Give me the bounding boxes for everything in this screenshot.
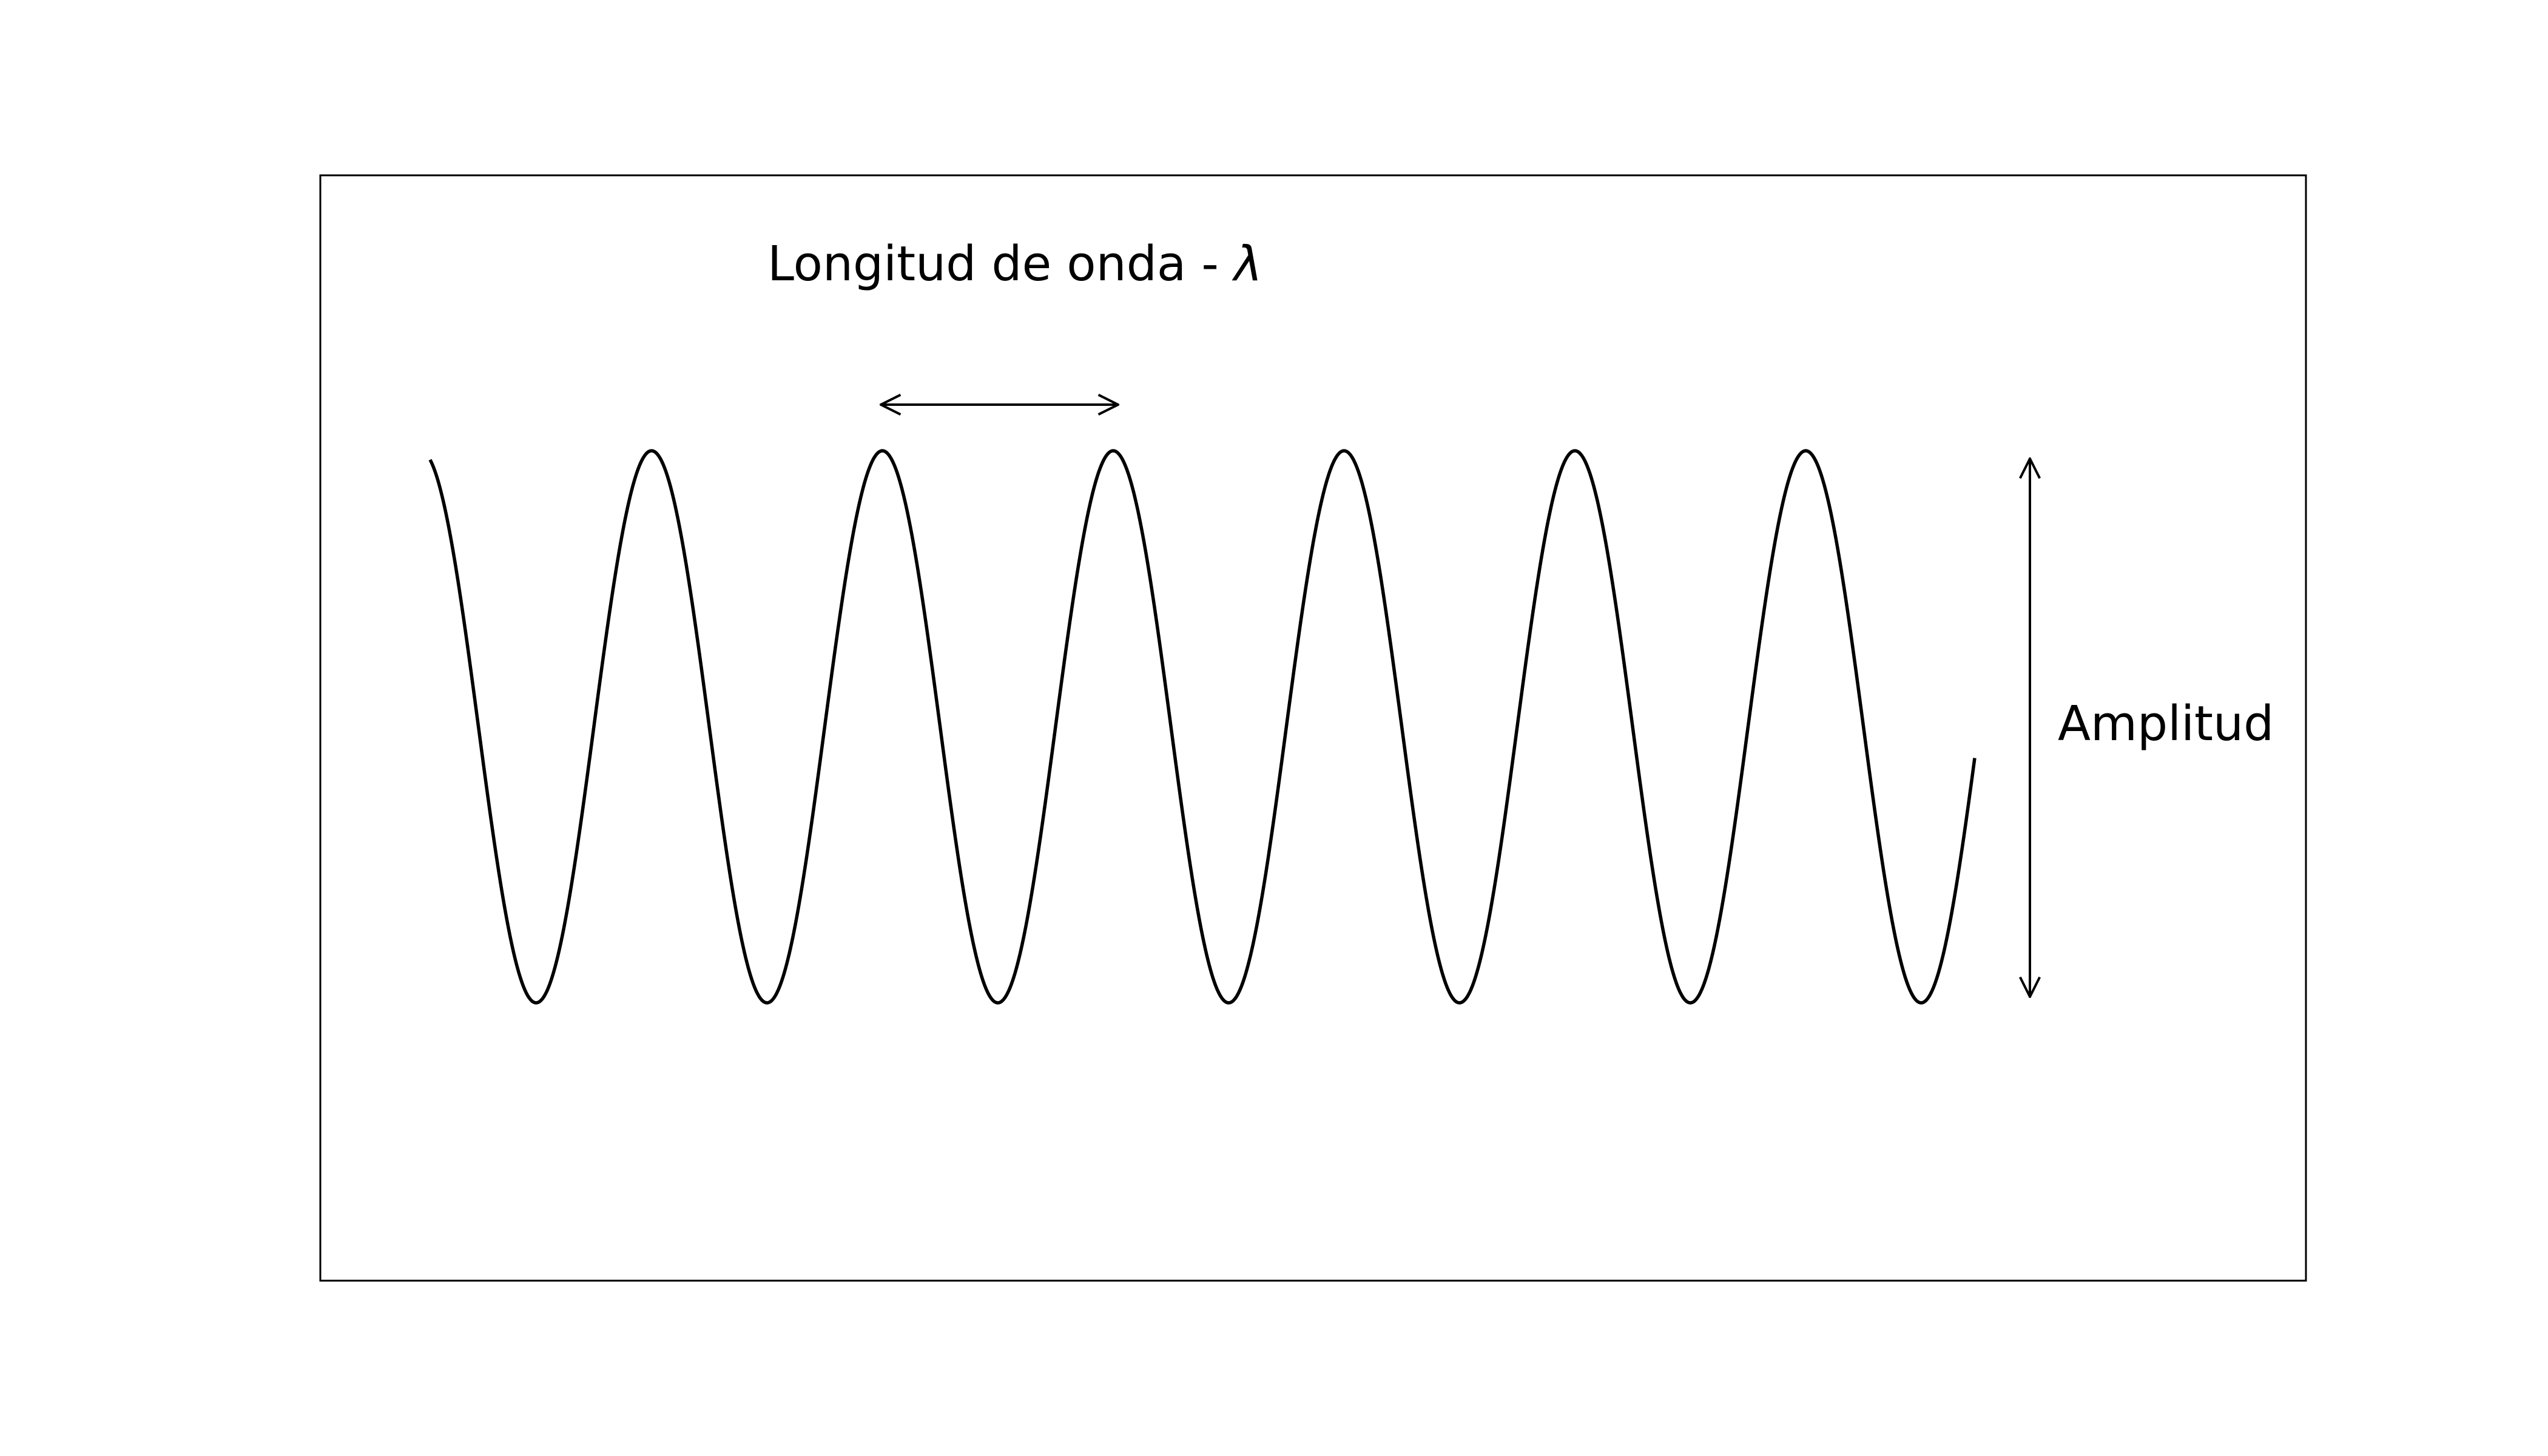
- sine-wave: [428, 449, 1977, 1005]
- wavelength-label: Longitud de onda -: [767, 236, 1234, 292]
- diagram-frame: [319, 174, 2307, 1282]
- amplitude-label: Amplitud: [2058, 696, 2274, 752]
- wavelength-title: Longitud de onda - λ: [767, 236, 1262, 292]
- lambda-symbol: λ: [1232, 236, 1262, 292]
